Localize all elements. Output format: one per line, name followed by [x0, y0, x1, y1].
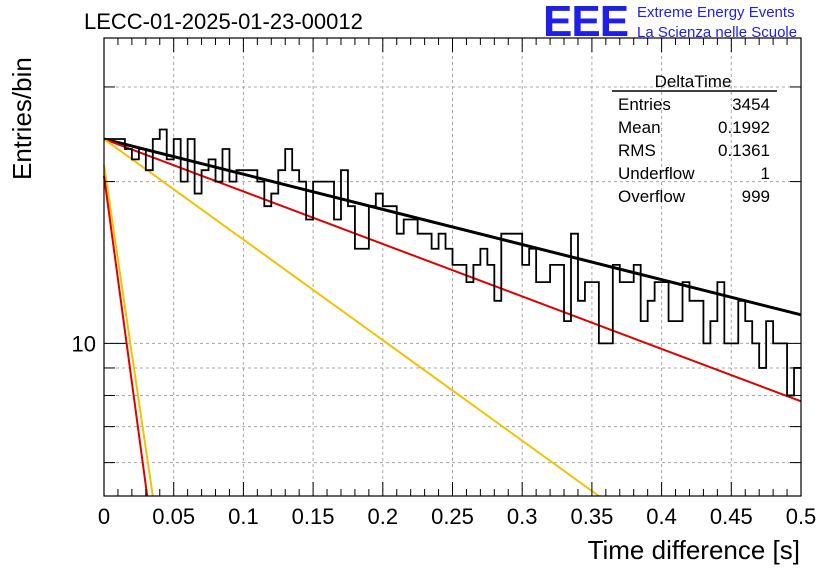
stats-row-value: 3454 [732, 95, 770, 114]
grid [104, 38, 801, 496]
stats-row-label: Mean [618, 118, 661, 137]
stats-row: Overflow 999 [618, 187, 770, 206]
fit-curve-2 [103, 138, 802, 403]
stats-row-label: Overflow [618, 187, 686, 206]
fit-curve-1 [103, 137, 802, 317]
stats-title: DeltaTime [655, 72, 732, 91]
logo-mark: EEE [543, 0, 629, 46]
stats-row-value: 999 [742, 187, 770, 206]
stats-row-value: 0.1992 [718, 118, 770, 137]
x-tick-label: 0.3 [507, 504, 538, 529]
stats-row-label: RMS [618, 141, 656, 160]
y-tick-label: 10 [72, 331, 96, 356]
stats-row-label: Entries [618, 95, 671, 114]
x-tick-label: 0.45 [710, 504, 753, 529]
stats-row-value: 0.1361 [718, 141, 770, 160]
logo-line-2: La Scienza nelle Scuole [637, 24, 798, 41]
y-axis-label: Entries/bin [7, 57, 37, 180]
fit-curve-3 [103, 138, 600, 497]
x-tick-label: 0.4 [646, 504, 677, 529]
x-tick-label: 0.5 [786, 504, 817, 529]
x-axis-label: Time difference [s] [588, 535, 800, 565]
stats-row: RMS 0.1361 [618, 141, 770, 160]
stats-row-label: Underflow [618, 164, 695, 183]
x-tick-label: 0.25 [431, 504, 474, 529]
x-tick-label: 0 [98, 504, 110, 529]
histogram-series [103, 128, 801, 397]
x-tick-label: 0.15 [292, 504, 335, 529]
x-tick-label: 0.05 [152, 504, 195, 529]
fit-curve-4 [103, 164, 154, 497]
stats-row: Entries 3454 [618, 95, 770, 114]
fit-curves [103, 137, 802, 497]
fit-curve-5 [103, 175, 149, 497]
x-tick-label: 0.2 [368, 504, 399, 529]
stats-box: DeltaTime Entries 3454 Mean 0.1992 RMS 0.1361… [612, 72, 777, 206]
stats-row: Underflow 1 [618, 164, 770, 183]
logo-line-1: Extreme Energy Events [637, 4, 795, 21]
axis-ticks: 0 0.05 0.1 0.15 0.2 0.25 0.3 0.35 0.4 0.45 0.5 10 [72, 38, 817, 529]
stats-row-value: 1 [761, 164, 770, 183]
page-title: LECC-01-2025-01-23-00012 [84, 9, 363, 34]
histogram-outline [103, 128, 801, 397]
x-tick-label: 0.35 [570, 504, 613, 529]
x-tick-label: 0.1 [228, 504, 259, 529]
stats-row: Mean 0.1992 [618, 118, 770, 137]
